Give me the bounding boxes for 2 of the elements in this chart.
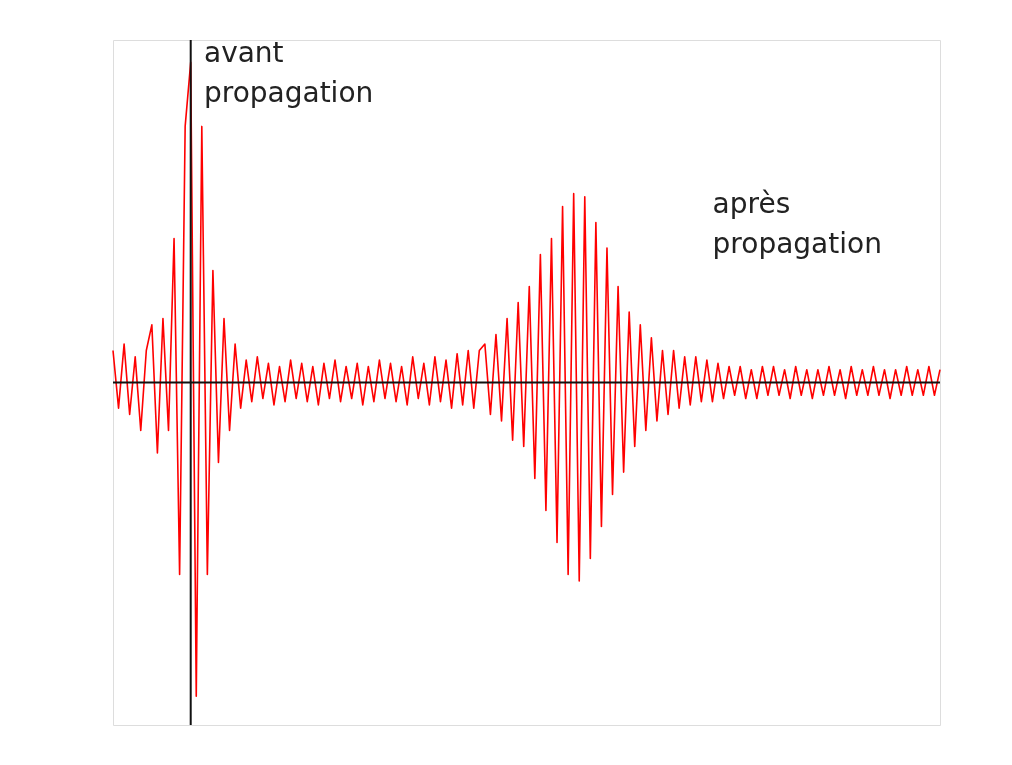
annotation: après propagation <box>712 186 882 260</box>
annotation: avant propagation <box>203 36 374 109</box>
